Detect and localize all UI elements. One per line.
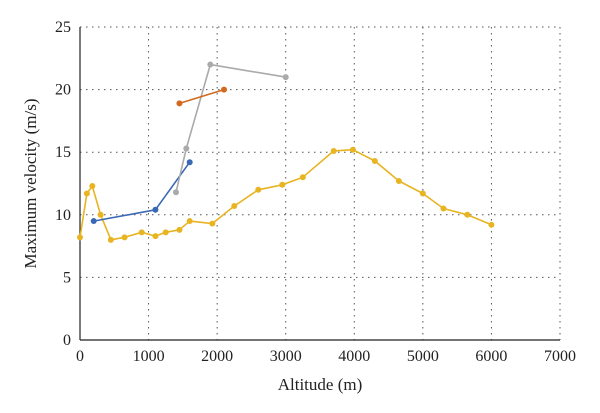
series-3-point-1 (221, 86, 227, 93)
series-2 (173, 61, 289, 196)
x-tick-label-5: 5000 (407, 348, 439, 365)
series-2-point-3 (282, 74, 289, 81)
series-group (77, 61, 495, 243)
y-tick-labels: 0 5 10 15 20 25 (55, 19, 71, 349)
x-tick-label-4: 4000 (338, 348, 370, 365)
series-0-point-23 (488, 221, 495, 228)
series-0-point-19 (395, 177, 402, 184)
series-0 (77, 146, 495, 243)
y-tick-label-1: 5 (63, 269, 71, 286)
series-0-point-17 (349, 146, 356, 153)
x-tick-label-3: 3000 (270, 348, 302, 365)
x-tick-label-7: 7000 (544, 348, 576, 365)
series-3-line (179, 88, 225, 105)
series-0-point-4 (107, 236, 114, 243)
series-0-point-11 (209, 220, 216, 227)
x-axis-title: Altitude (m) (278, 375, 363, 394)
series-2-point-1 (183, 145, 190, 152)
series-2-line (175, 63, 286, 193)
series-0-point-2 (89, 183, 96, 190)
series-0-point-14 (279, 181, 286, 188)
x-tick-labels: 0 1000 2000 3000 4000 5000 6000 7000 (76, 348, 576, 365)
x-tick-label-1: 1000 (133, 348, 165, 365)
series-3-point-0 (176, 100, 183, 107)
series-2-point-0 (173, 189, 179, 196)
series-3 (176, 86, 227, 107)
series-0-point-6 (138, 229, 145, 236)
series-1-point-2 (186, 159, 193, 166)
series-0-point-8 (162, 229, 169, 236)
series-0-point-1 (83, 190, 90, 197)
series-0-point-7 (152, 233, 159, 240)
series-0-point-5 (121, 234, 128, 241)
series-0-point-0 (77, 234, 83, 241)
series-0-point-16 (330, 147, 337, 154)
series-0-point-10 (186, 218, 193, 225)
y-tick-label-0: 0 (63, 332, 71, 349)
series-0-point-9 (176, 226, 183, 233)
series-0-point-22 (464, 211, 471, 218)
y-tick-label-2: 10 (55, 207, 71, 224)
series-1-point-0 (90, 218, 97, 225)
x-tick-label-2: 2000 (201, 348, 233, 365)
series-0-point-13 (255, 186, 262, 193)
y-axis-title: Maximum velocity (m/s) (21, 99, 40, 269)
series-2-point-2 (207, 61, 214, 68)
series-0-point-15 (299, 174, 306, 181)
series-0-point-20 (419, 190, 426, 197)
series-0-point-12 (231, 203, 238, 210)
y-tick-label-3: 15 (55, 144, 71, 161)
x-tick-label-0: 0 (76, 348, 84, 365)
series-1 (90, 159, 193, 225)
y-tick-label-5: 25 (55, 19, 71, 36)
series-1-point-1 (152, 206, 159, 213)
series-0-point-18 (371, 157, 378, 164)
series-0-point-3 (97, 211, 104, 218)
series-0-point-21 (440, 205, 447, 212)
grid-lines (80, 26, 561, 340)
y-tick-label-4: 20 (55, 82, 71, 99)
series-0-line (79, 148, 492, 241)
x-tick-label-6: 6000 (475, 348, 507, 365)
